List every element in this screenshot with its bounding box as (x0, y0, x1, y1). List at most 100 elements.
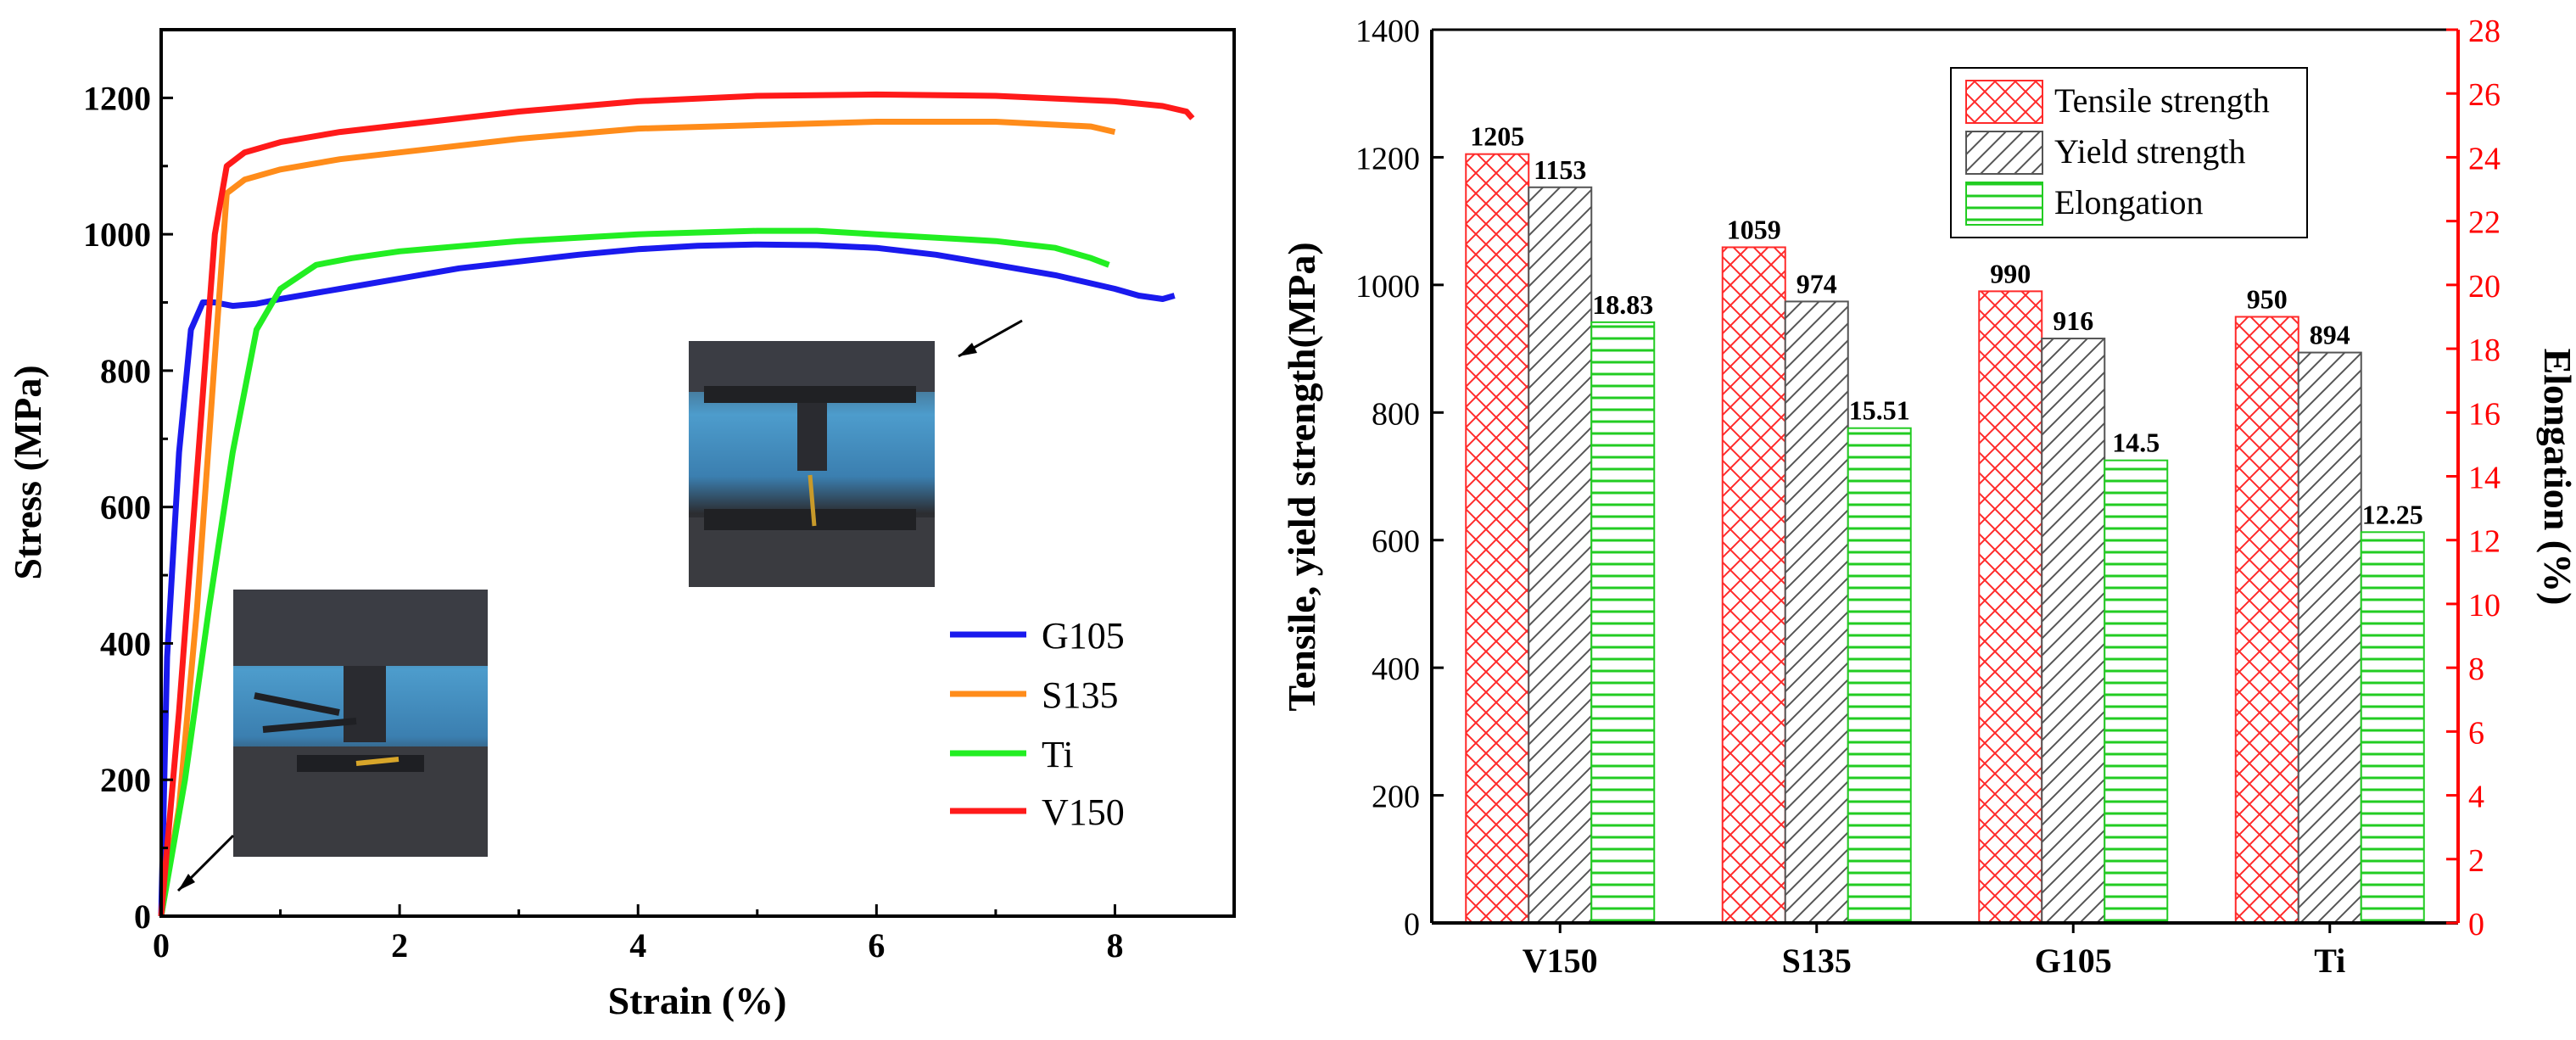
bar-value-label: 974 (1796, 268, 1837, 299)
left-y-ticks: 0 200 400 600 800 1000 1200 (83, 79, 173, 936)
right-tick-label: 0 (2468, 907, 2484, 942)
left-tick-label: 1400 (1355, 14, 1420, 49)
series-line-s135 (158, 119, 1116, 917)
right-tick-label: 6 (2468, 715, 2484, 751)
legend-label-s135: S135 (1042, 674, 1118, 716)
bar-value-label: 894 (2310, 320, 2350, 350)
category-label-ti: Ti (2314, 942, 2345, 980)
category-label-v150: V150 (1523, 942, 1598, 980)
right-legend: Tensile strength Yield strength Elongati… (1950, 67, 2308, 238)
bar-elongation-s135 (1847, 427, 1912, 925)
inset-arrow-left (176, 834, 235, 892)
tensile-specimen-after-fracture-photo (689, 341, 935, 587)
right-tick-label: 18 (2468, 333, 2501, 368)
bar-elongation-g105 (2104, 459, 2169, 924)
right-y2-axis-label: Elongation (%) (2536, 349, 2576, 606)
legend-item-s135: S135 (950, 674, 1118, 716)
left-plot-frame (159, 28, 1236, 918)
right-tick-label: 24 (2468, 141, 2501, 176)
x-tick-label: 8 (1106, 926, 1123, 965)
left-tick-label: 1000 (1355, 269, 1420, 305)
legend-swatch-yield (1965, 131, 2043, 175)
left-y-axis-label: Stress (MPa) (6, 365, 49, 579)
bar-group-v150 (1465, 153, 1656, 925)
bar-value-label: 18.83 (1592, 289, 1653, 320)
x-tick-label: 0 (153, 926, 170, 965)
stress-strain-lines (158, 91, 1195, 917)
legend-label-elongation: Elongation (2054, 183, 2204, 221)
legend-label-yield: Yield strength (2054, 132, 2246, 171)
bar-groups (1465, 153, 2425, 925)
bar-value-label: 1153 (1534, 154, 1586, 185)
series-line-g105 (158, 241, 1176, 917)
y-tick-label: 1200 (83, 79, 151, 117)
tensile-specimen-before-test-photo (233, 590, 488, 857)
right-tick-label: 28 (2468, 14, 2501, 49)
bar-yield-strength-g105 (2041, 338, 2106, 924)
legend-label-g105: G105 (1042, 615, 1125, 657)
legend-label-v150: V150 (1042, 791, 1125, 833)
bar-group-ti (2234, 316, 2425, 924)
bar-value-label: 1205 (1470, 121, 1524, 152)
right-tick-label: 16 (2468, 396, 2501, 432)
left-tick-label: 400 (1372, 651, 1420, 687)
legend-item-v150: V150 (950, 791, 1125, 833)
right-y-axis-label: Tensile, yield strength(MPa) (1280, 242, 1323, 711)
legend-item-yield-strength: Yield strength (1965, 131, 2246, 175)
category-label-g105: G105 (2035, 942, 2112, 980)
stress-strain-chart: 0 2 4 6 8 0 200 400 600 800 1000 1200 Strain (%) S… (6, 28, 1236, 1022)
bar-elongation-v150 (1590, 321, 1656, 925)
right-left-ticks: 0 200 400 600 800 1000 1200 1400 (1355, 14, 1444, 942)
bar-value-label: 916 (2053, 305, 2093, 336)
bar-tensile-strength-ti (2234, 316, 2299, 924)
legend-item-tensile-strength: Tensile strength (1965, 80, 2270, 124)
bar-value-label: 15.51 (1849, 395, 1910, 426)
bar-value-label: 12.25 (2362, 499, 2423, 529)
right-tick-label: 20 (2468, 269, 2501, 305)
strength-elongation-bar-chart: 1205 1153 18.83 1059 974 15.51 990 916 14.5 950 89… (1280, 14, 2576, 980)
right-tick-label: 8 (2468, 651, 2484, 687)
left-x-ticks: 0 2 4 6 8 (153, 904, 1123, 965)
y-tick-label: 600 (100, 489, 151, 527)
left-legend: G105 S135 Ti V150 (950, 615, 1125, 833)
y-tick-label: 0 (134, 897, 151, 936)
bar-elongation-ti (2360, 531, 2425, 924)
bar-group-s135 (1721, 246, 1912, 925)
bar-value-label: 950 (2247, 283, 2288, 314)
legend-item-g105: G105 (950, 615, 1125, 657)
left-tick-label: 600 (1372, 524, 1420, 560)
right-tick-label: 4 (2468, 780, 2484, 815)
category-label-s135: S135 (1782, 942, 1852, 980)
y-tick-label: 1000 (83, 215, 151, 254)
left-tick-label: 0 (1404, 907, 1420, 942)
series-line-v150 (158, 91, 1195, 917)
legend-swatch-tensile (1965, 80, 2043, 124)
x-tick-label: 6 (868, 926, 885, 965)
bar-tensile-strength-g105 (1978, 290, 2043, 924)
series-line-ti (158, 227, 1110, 917)
right-tick-label: 14 (2468, 461, 2501, 496)
right-category-ticks: V150 S135 G105 Ti (1523, 923, 2345, 980)
right-tick-label: 2 (2468, 843, 2484, 879)
left-tick-label: 1200 (1355, 141, 1420, 176)
inset-arrow-right (958, 319, 1023, 358)
legend-item-elongation: Elongation (1965, 182, 2204, 226)
left-tick-label: 800 (1372, 396, 1420, 432)
bar-value-label: 14.5 (2112, 428, 2160, 458)
bar-value-label: 990 (1990, 258, 2031, 288)
right-tick-label: 26 (2468, 77, 2501, 113)
legend-label-tensile: Tensile strength (2054, 81, 2270, 120)
bar-value-label: 1059 (1727, 214, 1781, 244)
x-tick-label: 4 (629, 926, 646, 965)
right-tick-label: 10 (2468, 588, 2501, 623)
left-x-axis-label: Strain (%) (608, 979, 787, 1022)
right-tick-label: 12 (2468, 524, 2501, 560)
bar-value-labels: 1205 1153 18.83 1059 974 15.51 990 916 14.5 950 89… (1470, 121, 2423, 530)
legend-swatch-elongation (1965, 182, 2043, 226)
bar-yield-strength-ti (2297, 351, 2362, 924)
legend-item-ti: Ti (950, 734, 1074, 775)
right-tick-label: 22 (2468, 205, 2501, 241)
y-tick-label: 800 (100, 352, 151, 390)
